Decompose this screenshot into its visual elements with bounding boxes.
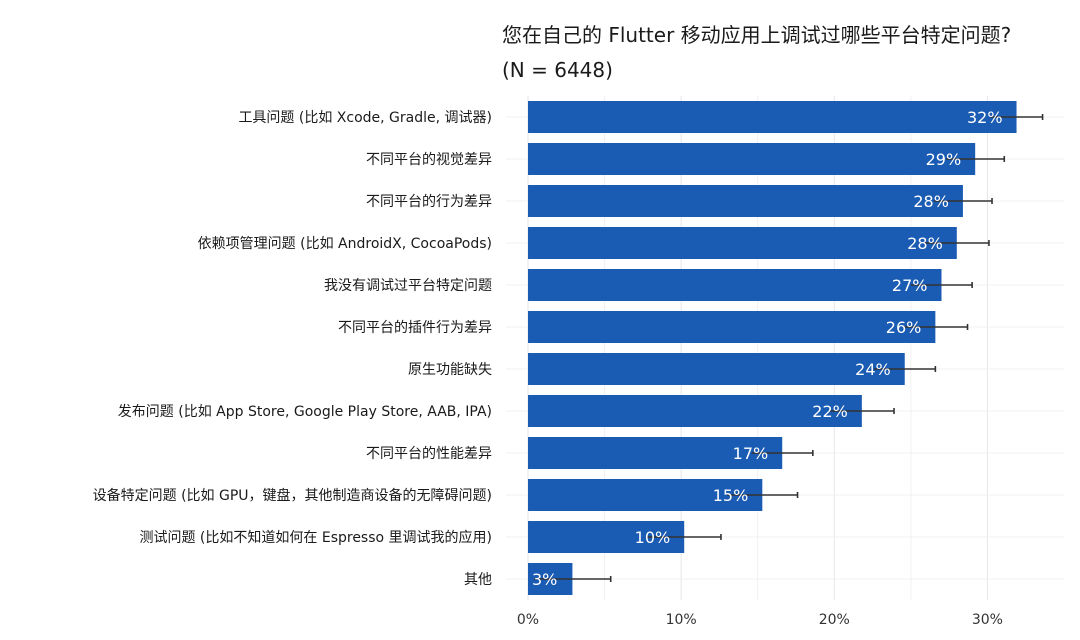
category-label: 发布问题 (比如 App Store, Google Play Store, A…: [118, 404, 492, 420]
category-label: 不同平台的视觉差异: [366, 152, 492, 168]
bar: [528, 479, 763, 511]
x-tick-label: 0%: [517, 612, 539, 628]
value-label: 28%: [907, 234, 943, 253]
bar: [528, 227, 957, 259]
x-tick-label: 30%: [972, 612, 1003, 628]
error-bars: [534, 114, 1044, 582]
x-tick-label: 20%: [819, 612, 850, 628]
category-label: 依赖项管理问题 (比如 AndroidX, CocoaPods): [198, 236, 492, 252]
bar: [528, 101, 1017, 133]
value-label: 27%: [892, 276, 928, 295]
bar: [528, 311, 936, 343]
value-label: 17%: [733, 444, 769, 463]
category-label: 测试问题 (比如不知道如何在 Espresso 里调试我的应用): [139, 529, 492, 546]
category-label: 工具问题 (比如 Xcode, Gradle, 调试器): [238, 110, 492, 126]
x-tick-label: 10%: [666, 612, 697, 628]
value-label: 26%: [886, 318, 922, 337]
category-label: 不同平台的性能差异: [366, 446, 492, 462]
value-label: 24%: [855, 360, 891, 379]
category-label: 我没有调试过平台特定问题: [324, 278, 492, 294]
category-label: 不同平台的行为差异: [366, 194, 492, 210]
category-label: 其他: [464, 572, 492, 588]
value-label: 3%: [532, 570, 557, 589]
category-labels: 工具问题 (比如 Xcode, Gradle, 调试器)不同平台的视觉差异不同平…: [93, 110, 492, 588]
chart-title: 您在自己的 Flutter 移动应用上调试过哪些平台特定问题?: [502, 23, 1011, 47]
bar: [528, 143, 976, 175]
bars: [528, 101, 1017, 595]
category-label: 原生功能缺失: [408, 362, 492, 378]
value-label: 10%: [635, 528, 671, 547]
value-labels: 32% 29% 28% 28% 27% 26% 24% 22% 17% 15% 10% 3%: [532, 108, 1003, 589]
value-label: 22%: [812, 402, 848, 421]
bar: [528, 437, 783, 469]
bar: [528, 395, 862, 427]
bar: [528, 353, 905, 385]
value-label: 32%: [967, 108, 1003, 127]
x-tick-labels: 0% 10% 20% 30%: [517, 612, 1003, 628]
category-label: 设备特定问题 (比如 GPU，键盘，其他制造商设备的无障碍问题): [93, 487, 492, 504]
bar: [528, 185, 963, 217]
value-label: 15%: [713, 486, 749, 505]
bar: [528, 269, 942, 301]
value-label: 29%: [926, 150, 962, 169]
value-label: 28%: [913, 192, 949, 211]
category-label: 不同平台的插件行为差异: [338, 320, 492, 336]
chart-subtitle: (N = 6448): [502, 58, 613, 82]
